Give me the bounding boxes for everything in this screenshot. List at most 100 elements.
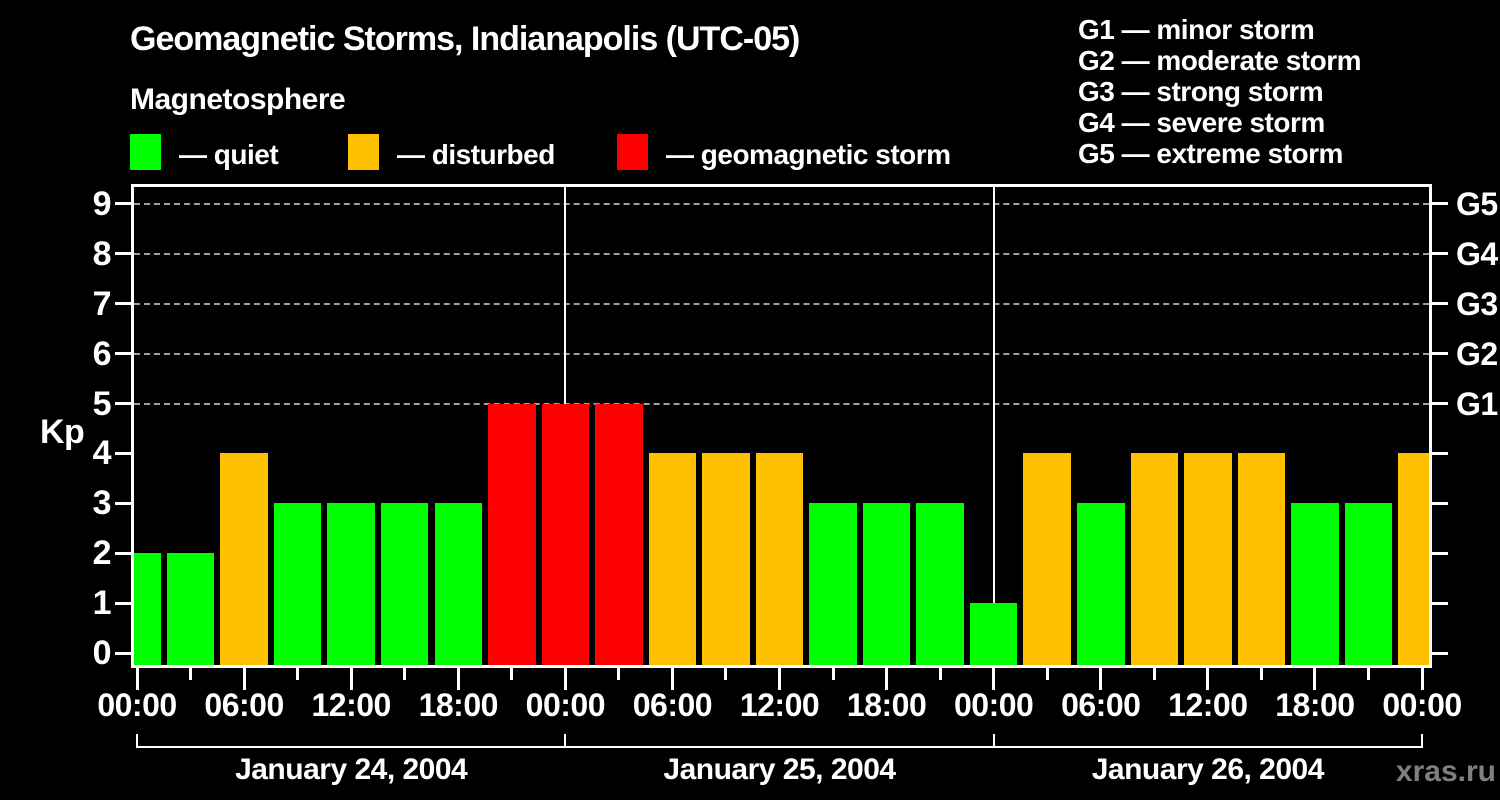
day-bracket-stub — [564, 734, 567, 748]
kp-bar — [648, 453, 697, 665]
x-axis-tick — [189, 668, 193, 680]
x-axis-tick — [1206, 668, 1210, 690]
y-tick-label: 7 — [92, 284, 112, 323]
day-divider-line — [992, 187, 995, 665]
x-axis-tick — [1045, 668, 1049, 680]
kp-bar — [134, 553, 161, 665]
x-tick-label: 00:00 — [1382, 687, 1462, 723]
y-axis-tick — [1432, 302, 1448, 306]
disturbed-swatch — [348, 134, 379, 170]
g-axis-label: G5 — [1456, 185, 1498, 222]
g-axis-label: G1 — [1456, 385, 1498, 422]
x-axis-tick — [885, 668, 889, 690]
quiet-swatch — [130, 134, 161, 170]
kp-bar — [327, 503, 375, 665]
y-tick-label: 6 — [92, 334, 112, 373]
gridline — [134, 402, 1429, 405]
kp-bar — [1023, 453, 1071, 665]
y-axis-title: Kp — [40, 413, 85, 451]
watermark: xras.ru — [1395, 755, 1496, 788]
kp-bar — [1077, 503, 1125, 665]
y-axis-tick — [1432, 451, 1448, 455]
kp-bar — [220, 453, 268, 665]
kp-bar — [702, 453, 750, 665]
y-axis-tick — [1432, 501, 1448, 505]
x-axis-tick — [563, 668, 567, 690]
y-tick-label: 3 — [92, 484, 112, 523]
g-scale-legend: G1 — minor storm G2 — moderate storm G3 … — [1078, 14, 1498, 169]
kp-bar — [541, 403, 590, 665]
y-axis-tick — [115, 651, 131, 655]
gridline — [134, 202, 1429, 205]
day-bracket-line — [137, 746, 1422, 748]
y-tick-label: 2 — [92, 534, 112, 573]
kp-bar — [1344, 503, 1393, 665]
y-axis-tick — [1432, 402, 1448, 405]
g5-legend-line: G5 — extreme storm — [1078, 138, 1343, 169]
kp-bar — [1184, 453, 1232, 665]
x-tick-label: 00:00 — [97, 687, 177, 723]
x-tick-label: 00:00 — [953, 687, 1034, 723]
y-axis-tick — [115, 551, 131, 555]
kp-bar — [862, 503, 911, 665]
y-axis-tick — [1432, 352, 1448, 356]
storm-swatch — [617, 134, 648, 170]
plot-area — [134, 187, 1429, 665]
x-axis-tick — [510, 668, 514, 680]
y-axis-tick — [1432, 651, 1448, 655]
day-bracket-stub — [136, 734, 138, 748]
gridline — [134, 352, 1429, 355]
x-axis-tick — [724, 668, 728, 680]
kp-bar — [380, 503, 429, 665]
day-bracket-stub — [992, 734, 995, 748]
x-tick-label: 06:00 — [204, 687, 284, 723]
g4-legend-line: G4 — severe storm — [1078, 107, 1325, 138]
x-axis-tick — [670, 668, 674, 690]
kp-bar — [916, 503, 964, 665]
y-tick-label: 0 — [92, 634, 112, 672]
x-axis-tick — [1366, 668, 1370, 680]
y-axis-tick — [115, 402, 131, 405]
x-axis-tick — [1099, 668, 1103, 690]
y-axis-tick — [1432, 252, 1448, 256]
x-axis-tick — [349, 668, 353, 690]
g1-legend-line: G1 — minor storm — [1078, 14, 1315, 45]
x-tick-label: 06:00 — [1061, 687, 1141, 723]
day-bracket-stub — [1421, 734, 1423, 748]
y-axis-tick — [115, 352, 131, 356]
x-axis-tick — [135, 668, 139, 690]
x-axis-tick — [403, 668, 407, 680]
x-axis-tick — [296, 668, 300, 680]
kp-bar — [809, 503, 857, 665]
day-label: January 25, 2004 — [663, 753, 896, 786]
x-tick-label: 12:00 — [739, 687, 820, 723]
g-axis-label: G2 — [1456, 335, 1498, 372]
x-tick-label: 18:00 — [846, 687, 927, 723]
kp-bar — [1398, 453, 1429, 665]
y-axis-tick — [115, 202, 131, 206]
y-axis-tick — [115, 501, 131, 505]
g2-legend-line: G2 — moderate storm — [1078, 45, 1362, 76]
y-axis-tick — [115, 252, 131, 256]
x-tick-label: 12:00 — [311, 687, 391, 723]
x-axis-tick — [1152, 668, 1156, 680]
kp-bar — [595, 403, 643, 665]
kp-bar — [434, 503, 482, 665]
kp-bar — [1130, 453, 1179, 665]
day-label: January 24, 2004 — [235, 753, 468, 786]
g-axis-label: G3 — [1456, 285, 1498, 322]
chart-subtitle: Magnetosphere — [130, 83, 346, 116]
x-axis-tick — [456, 668, 460, 690]
y-axis-tick — [115, 302, 131, 306]
x-axis-tick — [938, 668, 942, 680]
gridline — [134, 252, 1429, 255]
x-axis-tick — [1259, 668, 1263, 680]
y-axis-tick — [1432, 601, 1448, 605]
y-axis-tick — [115, 601, 131, 605]
plot-frame — [131, 184, 1432, 668]
x-axis-tick — [831, 668, 835, 680]
y-tick-label: 9 — [92, 184, 112, 223]
kp-bar — [488, 403, 536, 665]
y-tick-label: 8 — [92, 234, 112, 273]
